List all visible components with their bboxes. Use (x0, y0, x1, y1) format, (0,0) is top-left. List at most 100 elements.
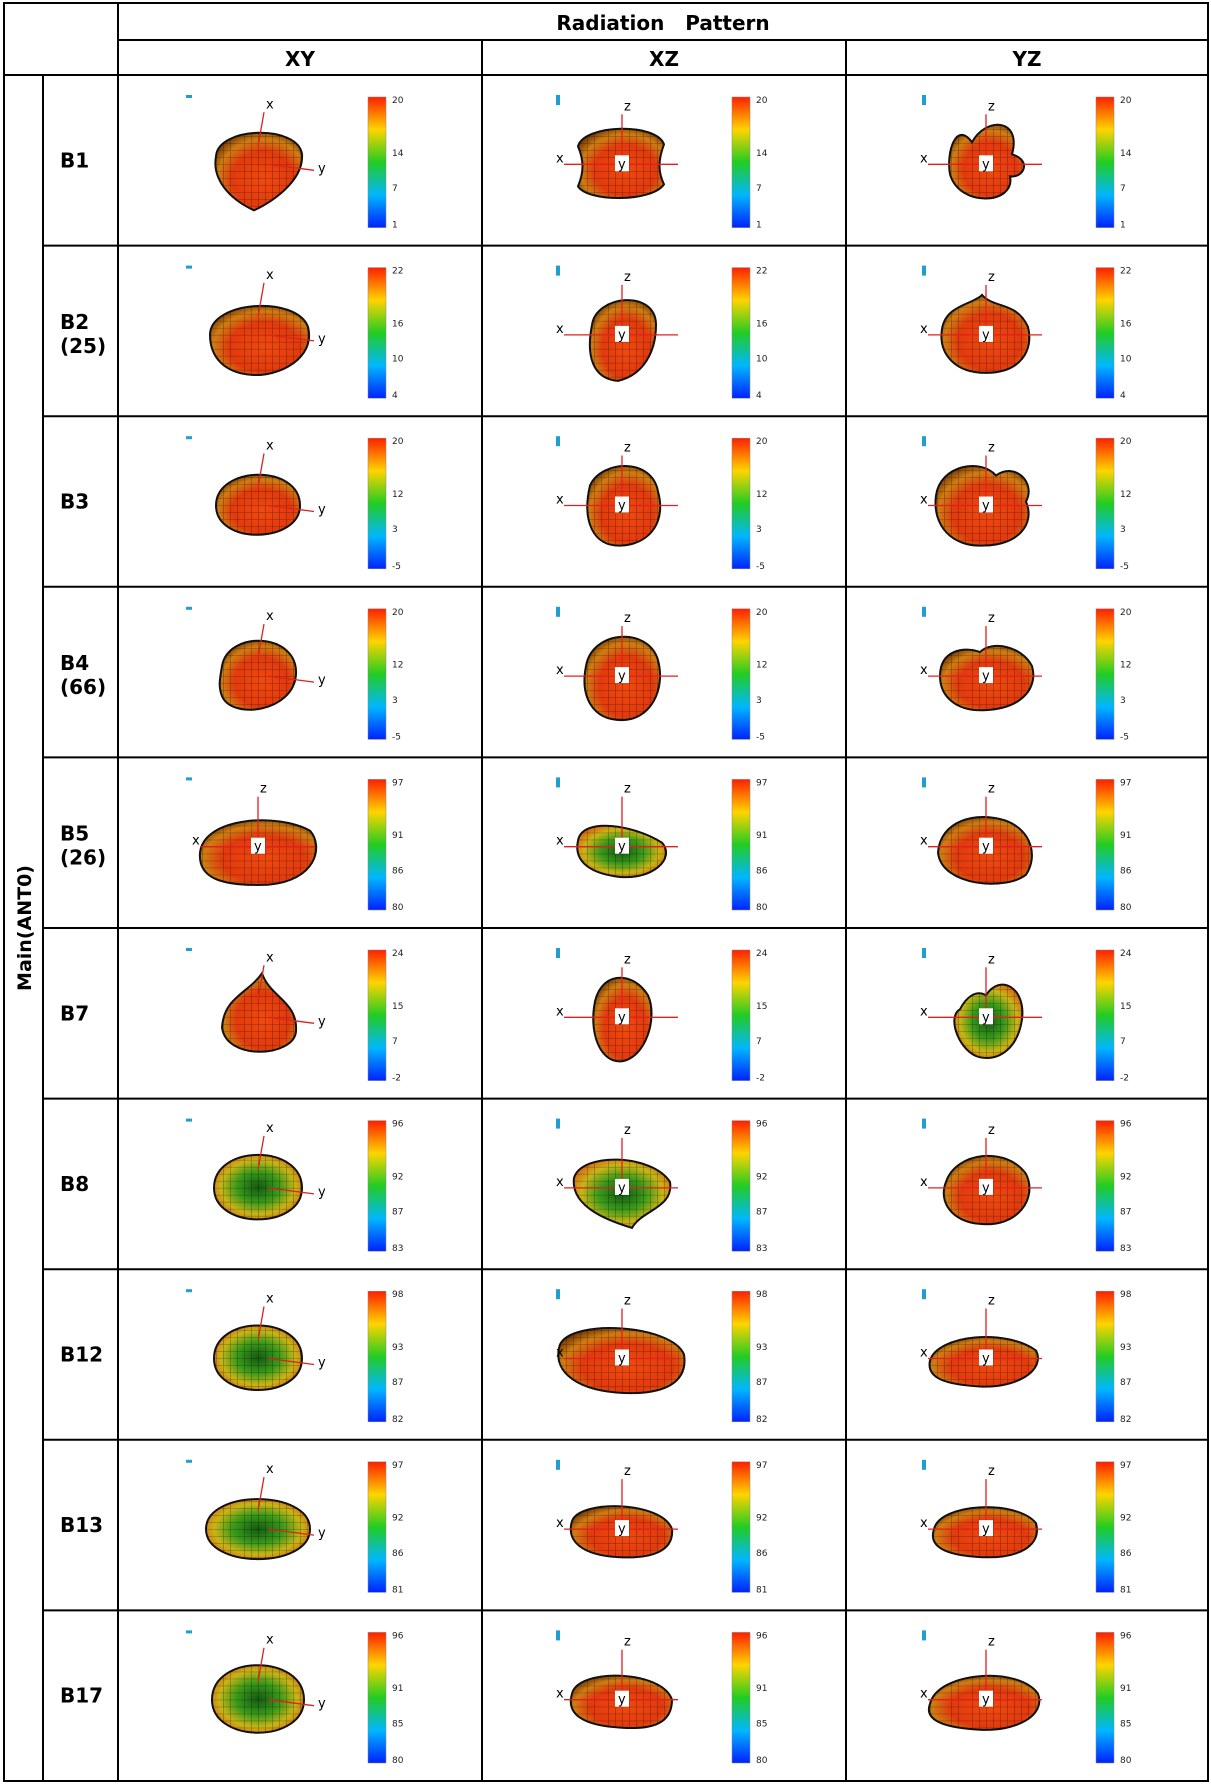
axis-label-z: z (624, 270, 631, 285)
axis-triad (257, 1476, 315, 1536)
view-marker-icon (556, 777, 560, 788)
colorbar (1095, 1461, 1115, 1593)
colorbar-tick-label: 92 (1120, 1172, 1131, 1182)
axis-label-y: y (982, 328, 990, 343)
colorbar-tick-label: 24 (392, 949, 404, 959)
view-marker-icon (556, 1459, 560, 1470)
colorbar-tick-label: 97 (1120, 778, 1131, 788)
axis-label-y: y (982, 157, 990, 172)
colorbar-tick-label: -5 (756, 732, 765, 742)
axis-label-y: y (982, 1010, 990, 1025)
axis-label-x: x (920, 1175, 928, 1190)
colorbar-tick-label: 1 (392, 221, 398, 231)
table-row-b8: B8 x y 96 92 87 83 z x y 96 92 87 83 z x y 96 92 87 83 (60, 1118, 1132, 1254)
axis-label-x: x (920, 493, 928, 508)
colorbar (1095, 267, 1115, 399)
colorbar-tick-label: 96 (1120, 1631, 1132, 1641)
grid-lines (3, 2, 1209, 1782)
colorbar-tick-label: 3 (392, 525, 398, 535)
pattern-cell-b12-xy: x y 98 93 87 82 (186, 1289, 404, 1425)
colorbar-tick-label: 92 (392, 1514, 403, 1524)
table-row-b3: B3 x y 20 12 3 -5 z x y 20 12 3 -5 z x y 20 12 3 -5 (60, 436, 1132, 572)
colorbar-tick-label: 10 (392, 355, 404, 365)
axis-label-z: z (988, 611, 995, 626)
colorbar-tick-label: 85 (756, 1719, 767, 1729)
axis-label-x: x (266, 439, 274, 454)
pattern-mesh (219, 640, 297, 710)
axis-label-z: z (260, 782, 267, 797)
view-marker-icon (922, 948, 926, 958)
band-label: B12 (60, 1343, 103, 1367)
band-label: B7 (60, 1001, 89, 1025)
colorbar-tick-label: 16 (756, 319, 768, 329)
colorbar-tick-label: 91 (756, 1684, 767, 1694)
axis-label-y: y (982, 1352, 990, 1367)
pattern-cell-b7-xz: z x y 24 15 7 -2 (556, 948, 768, 1084)
axis-label-z: z (624, 1123, 631, 1138)
colorbar (1095, 779, 1115, 911)
colorbar-tick-label: 93 (756, 1343, 767, 1353)
view-marker-icon (922, 1459, 926, 1470)
pattern-cell-b4-xz: z x y 20 12 3 -5 (556, 606, 768, 742)
colorbar-tick-label: 87 (756, 1208, 767, 1218)
colorbar-tick-label: 96 (1120, 1120, 1132, 1130)
colorbar-tick-label: 12 (392, 490, 403, 500)
colorbar-tick-label: -5 (756, 562, 765, 572)
colorbar (1095, 437, 1115, 570)
axis-triad (257, 112, 315, 171)
colorbar (731, 1461, 751, 1593)
colorbar-tick-label: 87 (1120, 1208, 1131, 1218)
view-marker-icon (186, 1630, 192, 1634)
colorbar-tick-label: 16 (1120, 319, 1132, 329)
colorbar (731, 1290, 751, 1423)
axis-label-z: z (988, 270, 995, 285)
colorbar-tick-label: 24 (1120, 949, 1132, 959)
axis-label-z: z (624, 1294, 631, 1309)
colorbar-tick-label: 10 (1120, 355, 1132, 365)
axis-label-y: y (318, 332, 326, 347)
colorbar-tick-label: 22 (1120, 267, 1131, 277)
axis-label-y: y (982, 840, 990, 855)
axis-label-x: x (920, 322, 928, 337)
pattern-cell-b8-xz: z x y 96 92 87 83 (556, 1118, 768, 1254)
colorbar (367, 267, 387, 399)
colorbar (731, 267, 751, 399)
pattern-cell-b17-yz: z x y 96 91 85 80 (920, 1630, 1132, 1766)
colorbar (731, 1120, 751, 1252)
colorbar-tick-label: 3 (1120, 696, 1126, 706)
colorbar-tick-label: 86 (756, 866, 768, 876)
colorbar-tick-label: -2 (756, 1074, 765, 1084)
axis-label-x: x (266, 97, 274, 112)
colorbar-tick-label: 91 (392, 831, 403, 841)
pattern-cell-b13-xy: x y 97 92 86 81 (186, 1459, 404, 1595)
colorbar-tick-label: 86 (392, 866, 404, 876)
axis-label-y: y (618, 669, 626, 684)
band-label: B8 (60, 1172, 89, 1196)
pattern-cell-b5-xz: z x y 97 91 86 80 (556, 777, 768, 913)
pattern-cell-b5-yz: z x y 97 91 86 80 (920, 777, 1132, 913)
pattern-cell-b3-xy: x y 20 12 3 -5 (186, 436, 404, 572)
view-marker-icon (556, 1289, 560, 1300)
table-row-b17: B17 x y 96 91 85 80 z x y 96 91 85 80 z x y 96 91 85 80 (60, 1630, 1132, 1766)
axis-label-x: x (556, 1175, 564, 1190)
axis-label-z: z (988, 1123, 995, 1138)
colorbar-tick-label: 12 (756, 490, 767, 500)
view-marker-icon (556, 948, 560, 958)
axis-triad (257, 1647, 315, 1707)
colorbar-tick-label: 91 (1120, 1684, 1131, 1694)
colorbar-tick-label: 81 (392, 1585, 403, 1595)
colorbar-tick-label: 87 (1120, 1378, 1131, 1388)
axis-label-y: y (318, 1185, 326, 1200)
colorbar (367, 437, 387, 570)
group-label-main-ant0: Main(ANT0) (14, 865, 36, 991)
colorbar-tick-label: 96 (756, 1120, 768, 1130)
colorbar (731, 1632, 751, 1764)
colorbar (367, 1120, 387, 1252)
axis-label-y: y (982, 1522, 990, 1537)
colorbar (1095, 608, 1115, 740)
pattern-mesh (206, 1499, 310, 1560)
colorbar-tick-label: 96 (392, 1120, 404, 1130)
colorbar (731, 437, 751, 570)
colorbar-tick-label: 87 (756, 1378, 767, 1388)
